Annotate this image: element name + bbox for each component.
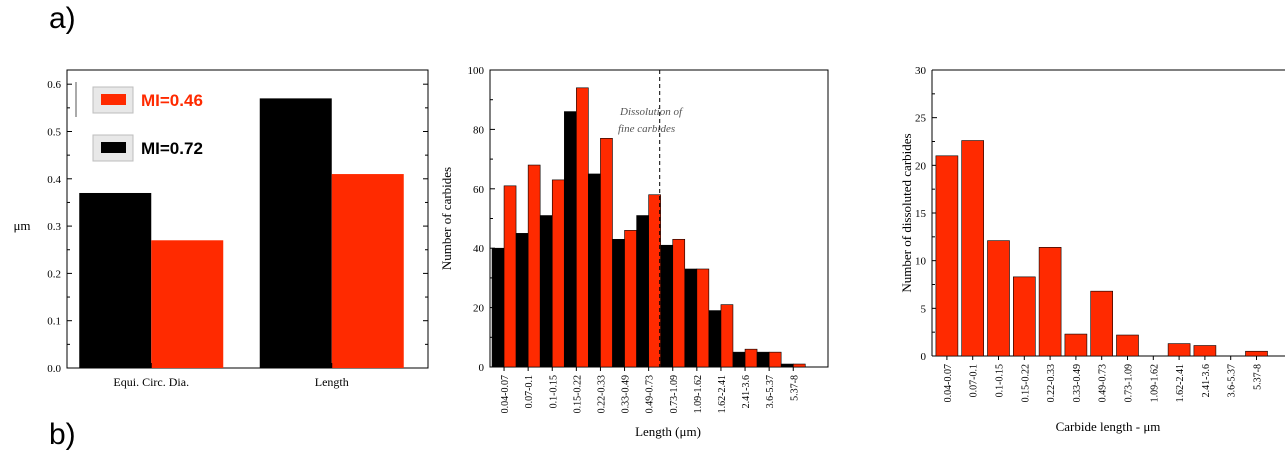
x-tick-label: 5.37-8 bbox=[1253, 364, 1264, 390]
bar-series-red bbox=[768, 351, 782, 368]
legend-swatch bbox=[101, 142, 126, 153]
bar-dissolved bbox=[1116, 334, 1139, 357]
y-tick-label: 0.0 bbox=[47, 363, 61, 375]
legend-item-mi072: MI=0.72 bbox=[141, 139, 203, 158]
y-tick-label: 0.6 bbox=[47, 79, 61, 91]
bar-dissolved bbox=[1090, 290, 1113, 357]
x-tick-label: 3.6-5.37 bbox=[1227, 364, 1238, 397]
y-tick-label: 0 bbox=[921, 351, 927, 363]
y-tick-label: 80 bbox=[473, 124, 485, 136]
x-tick-label: 0.73-1.09 bbox=[669, 375, 680, 413]
x-tick-label: 1.62-2.41 bbox=[717, 375, 728, 413]
bar-dissolved bbox=[1193, 345, 1217, 357]
x-tick-label: 0.1-0.15 bbox=[548, 375, 559, 408]
bar-dissolved bbox=[1038, 247, 1062, 357]
x-tick-label: 1.09-1.62 bbox=[693, 375, 704, 413]
x-tick-label: 0.04-0.07 bbox=[500, 375, 511, 413]
figure-label-a: a) bbox=[49, 2, 76, 35]
x-tick-label: 0.22-0.33 bbox=[1046, 364, 1057, 402]
y-tick-label: 25 bbox=[915, 113, 927, 125]
bar-dissolved bbox=[1245, 350, 1268, 357]
x-tick-label: 0.33-0.49 bbox=[621, 375, 632, 413]
x-tick-label: 0.15-0.22 bbox=[1020, 364, 1031, 402]
y-tick-label: 0.3 bbox=[47, 221, 61, 233]
y-axis-label: Number of dissoluted carbides bbox=[899, 133, 914, 292]
bar-dissolved bbox=[961, 140, 985, 357]
x-tick-label: 1.62-2.41 bbox=[1175, 364, 1186, 402]
y-axis-label: μm bbox=[13, 218, 30, 233]
annotation-line-1: Dissolution of bbox=[619, 106, 684, 118]
bar-mi046 bbox=[331, 174, 404, 368]
x-tick-label: 2.41-3.6 bbox=[1201, 364, 1212, 397]
x-tick-label: 0.04-0.07 bbox=[943, 364, 954, 402]
chart-dissolved-carbides: 0 5 10 15 20 25 30 0.04-0.07 0.07-0.1 0.1-0.15 0.1… bbox=[899, 65, 1285, 434]
chart-carbide-distribution: 0 20 40 60 80 100 0.04-0.07 0.07-0.1 0.1-0.15 0.1… bbox=[439, 65, 829, 439]
x-tick-label: 0.22-0.33 bbox=[596, 375, 607, 413]
x-tick-label: 1.09-1.62 bbox=[1149, 364, 1160, 402]
x-tick-label: 0.07-0.1 bbox=[969, 364, 980, 397]
y-tick-label: 60 bbox=[473, 184, 485, 196]
legend-swatch bbox=[101, 94, 126, 105]
bar-series-red bbox=[720, 304, 734, 368]
bar-mi046 bbox=[151, 240, 224, 368]
x-tick-label: 0.1-0.15 bbox=[995, 364, 1006, 397]
y-tick-label: 100 bbox=[468, 65, 485, 77]
legend-item-mi046: MI=0.46 bbox=[141, 91, 203, 110]
bar-dissolved bbox=[987, 240, 1010, 357]
x-tick-label: Equi. Circ. Dia. bbox=[113, 375, 189, 389]
y-tick-label: 0.4 bbox=[47, 174, 61, 186]
chart-mean-size: 0.0 0.1 0.2 0.3 0.4 0.5 0.6 Equi. Circ. Dia. Len… bbox=[13, 69, 429, 389]
bar-mi072 bbox=[259, 98, 332, 368]
x-tick-label: Length bbox=[315, 375, 349, 389]
x-axis-label: Length (μm) bbox=[635, 424, 701, 439]
x-tick-label: 2.41-3.6 bbox=[741, 375, 752, 408]
x-tick-label: 0.15-0.22 bbox=[572, 375, 583, 413]
x-tick-label: 0.07-0.1 bbox=[524, 375, 535, 408]
y-tick-label: 0.2 bbox=[47, 268, 61, 280]
x-tick-label: 0.49-0.73 bbox=[1098, 364, 1109, 402]
y-tick-label: 0.1 bbox=[47, 316, 61, 328]
y-tick-label: 0.5 bbox=[47, 126, 61, 138]
y-tick-label: 40 bbox=[473, 243, 485, 255]
y-tick-label: 0 bbox=[479, 362, 485, 374]
x-tick-label: 0.73-1.09 bbox=[1124, 364, 1135, 402]
bar-dissolved bbox=[1064, 333, 1088, 357]
bar-dissolved bbox=[1012, 276, 1036, 357]
y-axis-label: Number of carbides bbox=[439, 167, 454, 270]
plot-frame bbox=[66, 69, 429, 369]
bar-mi072 bbox=[79, 192, 152, 368]
x-tick-label: 0.33-0.49 bbox=[1072, 364, 1083, 402]
bar-dissolved bbox=[1167, 343, 1191, 357]
y-tick-label: 20 bbox=[473, 303, 485, 315]
x-axis-label: Carbide length - μm bbox=[1056, 419, 1161, 434]
y-tick-label: 5 bbox=[921, 303, 927, 315]
y-tick-label: 20 bbox=[915, 160, 927, 172]
bar-series-red bbox=[792, 363, 806, 368]
bar-dissolved bbox=[935, 155, 959, 357]
x-tick-label: 5.37-8 bbox=[789, 375, 800, 401]
y-tick-label: 30 bbox=[915, 65, 927, 77]
x-tick-label: 0.49-0.73 bbox=[645, 375, 656, 413]
annotation-line-2: fine carbides bbox=[618, 123, 675, 135]
x-tick-label: 3.6-5.37 bbox=[765, 375, 776, 408]
y-tick-label: 10 bbox=[915, 256, 927, 268]
y-tick-label: 15 bbox=[915, 208, 927, 220]
